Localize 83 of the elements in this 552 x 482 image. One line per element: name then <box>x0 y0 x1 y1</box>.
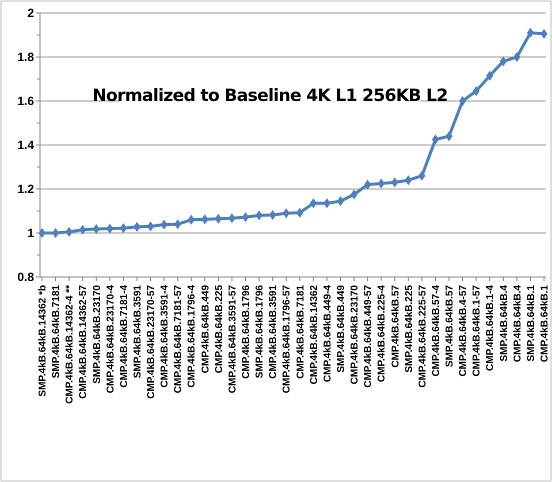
x-tick-label: SMP.4kB.64kB.14362 *b <box>38 285 48 397</box>
x-tick-label: CMP.4kB.64kB.7181 <box>295 284 306 379</box>
y-tick-label: 1.2 <box>17 182 34 196</box>
point <box>404 175 412 186</box>
point <box>378 178 385 188</box>
point <box>364 180 372 190</box>
x-tick-label: CMP.4kB.64kB.449 <box>200 284 212 374</box>
point <box>256 210 263 220</box>
x-tick-label: SMP.4kB.64kB.7181 <box>51 284 62 378</box>
point <box>391 177 398 188</box>
x-tick-label: CMP.4kB.64kB.1 <box>540 284 550 362</box>
x-tick-label: CMP.4kB.64kB.7181-4 <box>118 284 130 388</box>
x-tick-label: CMP.4kB.64kB.14362 <box>308 284 320 384</box>
point <box>79 224 86 235</box>
point <box>120 223 127 234</box>
x-tick-label: CMP.4kB.64kB.1796 <box>241 284 252 379</box>
point <box>310 198 317 208</box>
x-tick-label: CMP.4kB.64kB.23170-4 <box>105 284 116 394</box>
x-tick-label: SMP.4kB.64kB.225 <box>404 284 415 373</box>
point <box>282 208 290 218</box>
x-tick-label: CMP.4kB.64kB.57 <box>390 284 402 368</box>
point <box>160 220 168 230</box>
point <box>446 131 453 142</box>
point <box>214 214 222 224</box>
x-tick-label: CMP.4kB.64kB.225-57 <box>417 284 428 388</box>
y-tick-label: 1 <box>27 226 34 240</box>
x-tick-label: CMP.4kB.64kB.3591-4 <box>160 284 171 388</box>
x-tick-label: CMP.4kB.64kB.57-4 <box>430 284 442 377</box>
y-tick-label: 1.4 <box>17 138 34 152</box>
point <box>513 52 520 62</box>
x-tick-label: CMP.4kB.64kB.4 <box>512 284 524 362</box>
x-tick-label: CMP.4kB.64kB.3591 <box>268 284 280 379</box>
x-tick-label: CMP.4kB.64kB.1796-57 <box>282 284 293 394</box>
x-tick-label: CMP.4kB.64kB.225-4 <box>376 284 388 382</box>
x-tick-label: CMP.4kB.64kB.4-57 <box>458 284 470 377</box>
point <box>500 56 507 66</box>
x-tick-label: SMP.4kB.64kB.3591 <box>132 284 144 378</box>
point <box>106 224 114 234</box>
x-tick-label: CMP.4kB.64kB.1-57 <box>472 284 483 377</box>
x-tick-label: CMP.4kB.64kB.3591-57 <box>227 284 238 394</box>
point <box>486 70 494 81</box>
point <box>432 134 439 144</box>
x-tick-label: CMP.4kB.64kB.1-4 <box>485 284 496 371</box>
point <box>52 228 60 238</box>
y-tick-label: 1.6 <box>17 94 34 108</box>
x-tick-label: SMP.4kB.64kB.1796 <box>254 284 266 378</box>
point <box>350 190 358 200</box>
point <box>336 196 344 206</box>
text: Normalized to Baseline 4K L1 256KB L2 <box>92 86 448 106</box>
x-tick-label: CMP.4kB.64kB.7181-57 <box>173 284 184 394</box>
x-tick-label: CMP.4kB.64kB.1796-4 <box>186 284 198 388</box>
point <box>526 28 534 38</box>
x-tick-label: SMP.4kB.64kB.449 <box>336 284 347 373</box>
point <box>188 214 195 225</box>
point <box>38 228 46 238</box>
x-tick-label: CMP.4kB.64kB.14362-57 <box>78 284 90 399</box>
point <box>92 224 100 234</box>
x-tick-label: CMP.4kB.64kB.225 <box>214 284 225 374</box>
point <box>242 212 250 222</box>
point <box>472 86 480 96</box>
point <box>296 208 304 218</box>
y-tick-label: 0.8 <box>17 270 34 284</box>
point <box>66 226 73 237</box>
point <box>147 221 154 232</box>
point <box>228 213 236 224</box>
x-tick-label: CMP.4kB.64kB.449-4 <box>322 284 334 382</box>
x-tick-label: SMP.4kB.64kB.1 <box>526 284 537 362</box>
x-tick-label: CMP.4kB.64kB.14362-4 ** <box>64 284 76 404</box>
x-tick-label: CMP.4kB.64kB.23170-57 <box>146 284 158 399</box>
x-tick-label: SMP.4kB.64kB.23170 <box>92 284 103 384</box>
x-tick-label: CMP.4kB.64kB.449-57 <box>363 284 374 388</box>
point <box>133 222 140 232</box>
point <box>174 219 182 230</box>
y-tick-label: 1.8 <box>17 50 34 64</box>
x-tick-label: SMP.4kB.64kB.4 <box>498 284 510 362</box>
point <box>459 96 466 106</box>
point <box>418 170 426 181</box>
point <box>323 198 330 208</box>
point <box>201 214 208 224</box>
y-tick-label: 2 <box>27 6 34 20</box>
point <box>269 210 276 220</box>
x-tick-label: CMP.4kB.64kB.23170 <box>350 284 361 384</box>
x-tick-label: SMP.4kB.64kB.57 <box>444 284 456 368</box>
